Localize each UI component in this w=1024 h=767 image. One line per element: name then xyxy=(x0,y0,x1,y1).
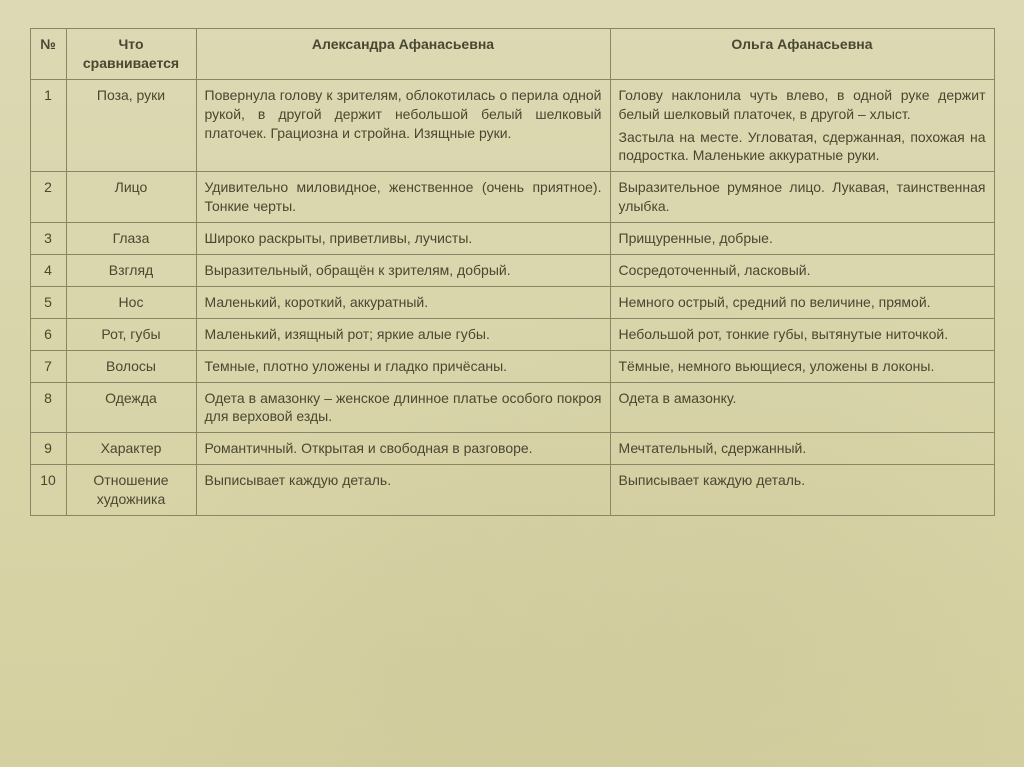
cell-what: Поза, руки xyxy=(66,79,196,172)
cell-olga: Одета в амазонку. xyxy=(610,382,994,433)
cell-alexandra: Удивительно миловидное, женственное (оче… xyxy=(196,172,610,223)
table-row: 3Глаза Широко раскрыты, приветливы, лучис… xyxy=(30,223,994,255)
paragraph: Одета в амазонку – женское длинное плать… xyxy=(205,389,602,427)
cell-alexandra: Выписывает каждую деталь. xyxy=(196,465,610,516)
cell-olga: Голову наклонила чуть влево, в одной рук… xyxy=(610,79,994,172)
cell-what: Глаза xyxy=(66,223,196,255)
table-body: 1Поза, рукиПовернула голову к зрителям, … xyxy=(30,79,994,515)
cell-olga: Сосредоточенный, ласковый. xyxy=(610,255,994,287)
table-head: № Что сравнивается Александра Афанасьевн… xyxy=(30,29,994,80)
paragraph: Маленький, короткий, аккуратный. xyxy=(205,293,602,312)
cell-alexandra: Одета в амазонку – женское длинное плать… xyxy=(196,382,610,433)
paragraph: Сосредоточенный, ласковый. xyxy=(619,261,986,280)
table-row: 7Волосы Темные, плотно уложены и гладко п… xyxy=(30,350,994,382)
cell-what: Характер xyxy=(66,433,196,465)
paragraph: Выписывает каждую деталь. xyxy=(205,471,602,490)
cell-num: 1 xyxy=(30,79,66,172)
cell-what: Рот, губы xyxy=(66,318,196,350)
col-header-num: № xyxy=(30,29,66,80)
cell-what: Отношение художника xyxy=(66,465,196,516)
table-row: 2ЛицоУдивительно миловидное, женственное… xyxy=(30,172,994,223)
table-row: 9Характер Романтичный. Открытая и свободн… xyxy=(30,433,994,465)
cell-alexandra: Повернула голову к зрителям, облокотилас… xyxy=(196,79,610,172)
paragraph: Небольшой рот, тонкие губы, вытянутые ни… xyxy=(619,325,986,344)
paragraph: Одета в амазонку. xyxy=(619,389,986,408)
cell-what: Нос xyxy=(66,286,196,318)
col-header-o: Ольга Афанасьевна xyxy=(610,29,994,80)
cell-alexandra: Выразительный, обращён к зрителям, добры… xyxy=(196,255,610,287)
cell-num: 10 xyxy=(30,465,66,516)
table-row: 1Поза, рукиПовернула голову к зрителям, … xyxy=(30,79,994,172)
table-row: 4Взгляд Выразительный, обращён к зрителям… xyxy=(30,255,994,287)
paragraph: Удивительно миловидное, женственное (оче… xyxy=(205,178,602,216)
paragraph: Широко раскрыты, приветливы, лучисты. xyxy=(205,229,602,248)
cell-olga: Тёмные, немного вьющиеся, уложены в локо… xyxy=(610,350,994,382)
cell-olga: Прищуренные, добрые. xyxy=(610,223,994,255)
cell-olga: Немного острый, средний по величине, пря… xyxy=(610,286,994,318)
paragraph: Выразительное румяное лицо. Лукавая, таи… xyxy=(619,178,986,216)
paragraph: Голову наклонила чуть влево, в одной рук… xyxy=(619,86,986,124)
cell-olga: Выразительное румяное лицо. Лукавая, таи… xyxy=(610,172,994,223)
table-row: 6Рот, губы Маленький, изящный рот; яркие … xyxy=(30,318,994,350)
paragraph: Темные, плотно уложены и гладко причёсан… xyxy=(205,357,602,376)
table-row: 5Нос Маленький, короткий, аккуратный. Немн… xyxy=(30,286,994,318)
cell-num: 8 xyxy=(30,382,66,433)
cell-num: 5 xyxy=(30,286,66,318)
cell-alexandra: Романтичный. Открытая и свободная в разг… xyxy=(196,433,610,465)
cell-what: Взгляд xyxy=(66,255,196,287)
cell-num: 3 xyxy=(30,223,66,255)
paragraph: Выписывает каждую деталь. xyxy=(619,471,986,490)
cell-olga: Мечтательный, сдержанный. xyxy=(610,433,994,465)
cell-alexandra: Широко раскрыты, приветливы, лучисты. xyxy=(196,223,610,255)
paragraph: Мечтательный, сдержанный. xyxy=(619,439,986,458)
cell-what: Лицо xyxy=(66,172,196,223)
cell-olga: Небольшой рот, тонкие губы, вытянутые ни… xyxy=(610,318,994,350)
cell-olga: Выписывает каждую деталь. xyxy=(610,465,994,516)
cell-what: Волосы xyxy=(66,350,196,382)
paragraph: Застыла на месте. Угловатая, сдержанная,… xyxy=(619,128,986,166)
cell-num: 6 xyxy=(30,318,66,350)
cell-num: 7 xyxy=(30,350,66,382)
cell-num: 9 xyxy=(30,433,66,465)
col-header-a: Александра Афанасьевна xyxy=(196,29,610,80)
cell-num: 2 xyxy=(30,172,66,223)
col-header-what: Что сравнивается xyxy=(66,29,196,80)
paragraph: Немного острый, средний по величине, пря… xyxy=(619,293,986,312)
cell-alexandra: Маленький, изящный рот; яркие алые губы. xyxy=(196,318,610,350)
paragraph: Тёмные, немного вьющиеся, уложены в локо… xyxy=(619,357,986,376)
table-row: 8ОдеждаОдета в амазонку – женское длинно… xyxy=(30,382,994,433)
paragraph: Выразительный, обращён к зрителям, добры… xyxy=(205,261,602,280)
comparison-table: № Что сравнивается Александра Афанасьевн… xyxy=(30,28,995,516)
table-row: 10Отношение художника Выписывает каждую д… xyxy=(30,465,994,516)
paragraph: Повернула голову к зрителям, облокотилас… xyxy=(205,86,602,143)
paragraph: Прищуренные, добрые. xyxy=(619,229,986,248)
cell-num: 4 xyxy=(30,255,66,287)
paragraph: Маленький, изящный рот; яркие алые губы. xyxy=(205,325,602,344)
cell-what: Одежда xyxy=(66,382,196,433)
paragraph: Романтичный. Открытая и свободная в разг… xyxy=(205,439,602,458)
cell-alexandra: Темные, плотно уложены и гладко причёсан… xyxy=(196,350,610,382)
cell-alexandra: Маленький, короткий, аккуратный. xyxy=(196,286,610,318)
